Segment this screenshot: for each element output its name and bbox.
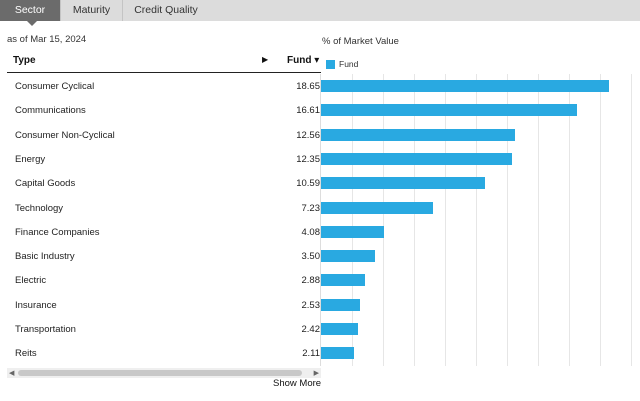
row-fund-value: 4.08 [301,226,321,238]
tab-divider [122,0,123,21]
row-fund-value: 2.53 [301,299,321,311]
bar-communications[interactable] [321,104,577,117]
bar-consumer-non-cyclical[interactable] [321,128,515,141]
chart-gridline [383,74,384,366]
tab-divider [60,0,61,21]
tab-bar: Sector Maturity Credit Quality [0,0,640,21]
bar-reits[interactable] [321,347,354,360]
bar-electric[interactable] [321,274,365,287]
table-row: Capital Goods 10.59 [7,171,321,195]
tab-credit-quality[interactable]: Credit Quality [134,4,198,16]
row-sector-label: Consumer Cyclical [15,81,95,92]
bar-technology[interactable] [321,201,433,214]
table-row: Reits 2.11 [7,341,321,365]
tab-sector[interactable]: Sector [0,0,60,21]
scroll-left-arrow-icon[interactable]: ◀ [9,370,15,377]
chart-gridline [538,74,539,366]
row-fund-value: 2.42 [301,324,321,335]
show-more-button[interactable]: Show More [273,378,322,389]
row-fund-value: 10.59 [296,178,320,190]
table-row: Technology 7.23 [7,196,321,220]
row-fund-value: 18.65 [296,81,320,92]
table-horizontal-scrollbar[interactable]: ◀ ▶ [7,368,321,378]
table-row: Consumer Cyclical 18.65 [7,74,321,98]
column-header-type[interactable]: Type [13,55,36,66]
chart-gridline [569,74,570,366]
row-sector-label: Basic Industry [15,251,75,263]
table-row: Communications 16.61 [7,98,321,122]
chart-gridline [352,74,353,366]
chart-gridline [445,74,446,366]
active-tab-caret-icon [27,21,37,26]
chart-gridline [600,74,601,366]
row-sector-label: Energy [15,153,46,165]
row-fund-value: 2.11 [302,348,320,360]
row-sector-label: Insurance [15,299,57,311]
row-fund-value: 7.23 [301,202,321,214]
sector-bar-chart [321,74,640,366]
bar-consumer-cyclical[interactable] [321,80,609,92]
row-fund-value: 12.35 [296,153,320,165]
row-sector-label: Technology [15,202,64,214]
table-row: Energy 12.35 [7,147,321,171]
row-sector-label: Consumer Non-Cyclical [15,129,115,141]
row-fund-value: 3.50 [301,251,321,263]
scroll-right-arrow-icon[interactable]: ▶ [313,370,319,377]
row-fund-value: 16.61 [296,105,320,117]
row-sector-label: Transportation [15,324,76,335]
column-header-fund-sort[interactable]: Fund ▾ [287,55,320,66]
bar-basic-industry[interactable] [321,250,375,263]
row-sector-label: Finance Companies [15,226,100,238]
bar-insurance[interactable] [321,298,360,311]
tab-maturity[interactable]: Maturity [72,4,111,16]
row-fund-value: 12.56 [296,129,320,141]
bar-capital-goods[interactable] [321,177,485,190]
bar-transportation[interactable] [321,323,358,335]
chart-gridline [476,74,477,366]
table-row: Transportation 2.42 [7,317,321,341]
chart-gridline [507,74,508,366]
chart-gridline [631,74,632,366]
table-row: Electric 2.88 [7,268,321,292]
legend-label-fund: Fund [339,59,359,69]
table-row: Consumer Non-Cyclical 12.56 [7,123,321,147]
legend-swatch-fund [326,59,335,69]
table-chart-divider [320,74,321,366]
chart-axis-title: % of Market Value [322,36,399,47]
table-row: Finance Companies 4.08 [7,220,321,244]
table-row: Insurance 2.53 [7,293,321,317]
scrollbar-thumb[interactable] [18,370,302,376]
bar-finance-companies[interactable] [321,225,384,238]
row-sector-label: Reits [15,348,37,360]
row-sector-label: Communications [15,105,86,117]
table-header: Type ▶ Fund ▾ [7,52,321,73]
row-sector-label: Capital Goods [15,178,76,190]
column-expand-arrow-icon[interactable]: ▶ [262,55,269,64]
row-sector-label: Electric [15,275,47,287]
row-fund-value: 2.88 [301,275,321,287]
as-of-date: as of Mar 15, 2024 [7,34,87,45]
chart-gridline [414,74,415,366]
chart-legend: Fund [326,59,358,69]
table-row: Basic Industry 3.50 [7,244,321,268]
bar-energy[interactable] [321,152,512,165]
